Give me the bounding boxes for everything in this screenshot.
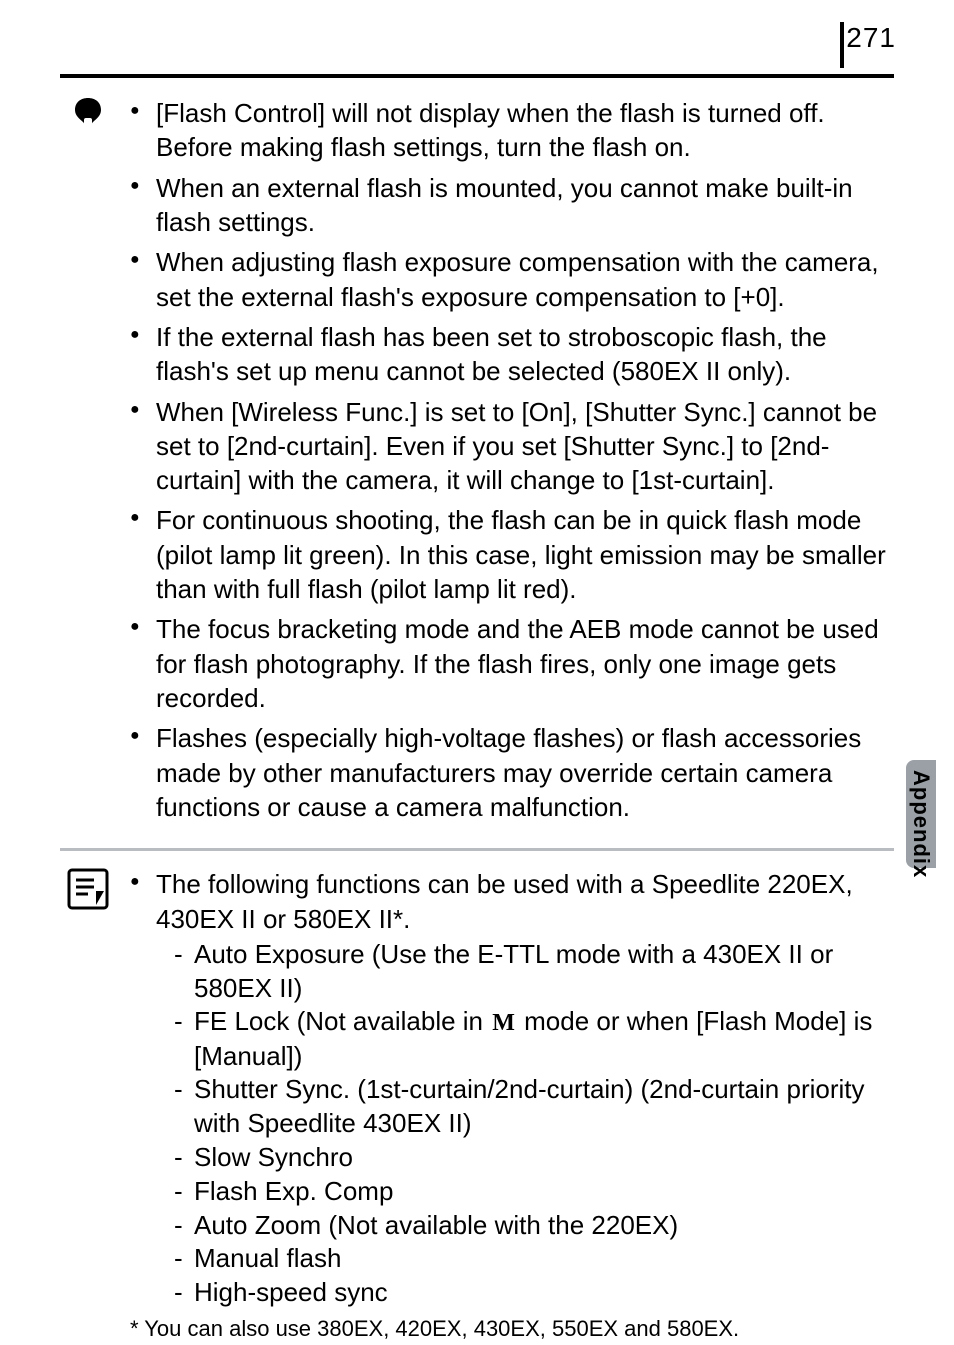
warning-text-col: [Flash Control] will not display when th… <box>130 96 894 830</box>
note-sub-item: Auto Exposure (Use the E-TTL mode with a… <box>156 938 894 1006</box>
warning-bullet: When adjusting flash exposure compensati… <box>130 245 894 314</box>
note-bullet-list: The following functions can be used with… <box>130 867 894 1310</box>
section-separator <box>60 848 894 851</box>
side-tab-label: Appendix <box>908 770 934 878</box>
warning-bullet: When an external flash is mounted, you c… <box>130 171 894 240</box>
note-intro-text: The following functions can be used with… <box>156 869 853 933</box>
note-sub-item: FE Lock (Not available in M mode or when… <box>156 1005 894 1073</box>
warning-icon <box>65 96 111 830</box>
footnote: * You can also use 380EX, 420EX, 430EX, … <box>130 1316 894 1342</box>
note-sub-list: Auto Exposure (Use the E-TTL mode with a… <box>156 938 894 1310</box>
page-number-tick <box>840 22 844 68</box>
warning-bullet: For continuous shooting, the flash can b… <box>130 503 894 606</box>
warning-bullet: The focus bracketing mode and the AEB mo… <box>130 612 894 715</box>
page-number-wrap: 271 <box>846 22 896 54</box>
warning-section: [Flash Control] will not display when th… <box>60 90 894 830</box>
page-number: 271 <box>846 22 896 53</box>
note-sub-item: Flash Exp. Comp <box>156 1175 894 1209</box>
note-sub-item: Slow Synchro <box>156 1141 894 1175</box>
warning-bullet-list: [Flash Control] will not display when th… <box>130 96 894 824</box>
note-sub-item: Manual flash <box>156 1242 894 1276</box>
note-intro-item: The following functions can be used with… <box>130 867 894 1310</box>
warning-bullet: If the external flash has been set to st… <box>130 320 894 389</box>
warning-bullet: When [Wireless Func.] is set to [On], [S… <box>130 395 894 498</box>
warning-bullet: [Flash Control] will not display when th… <box>130 96 894 165</box>
top-divider <box>60 74 894 78</box>
note-icon <box>66 867 110 1342</box>
warning-bullet: Flashes (especially high-voltage flashes… <box>130 721 894 824</box>
note-section: The following functions can be used with… <box>60 861 894 1342</box>
page-root: 271 [Flash Control] will not display whe… <box>0 0 954 1345</box>
note-icon-col <box>60 867 116 1342</box>
manual-mode-icon: M <box>490 1008 517 1039</box>
note-text-col: The following functions can be used with… <box>130 867 894 1342</box>
note-sub-item: Auto Zoom (Not available with the 220EX) <box>156 1209 894 1243</box>
note-sub-item: Shutter Sync. (1st-curtain/2nd-curtain) … <box>156 1073 894 1141</box>
note-sub-item: High-speed sync <box>156 1276 894 1310</box>
warning-icon-col <box>60 96 116 830</box>
